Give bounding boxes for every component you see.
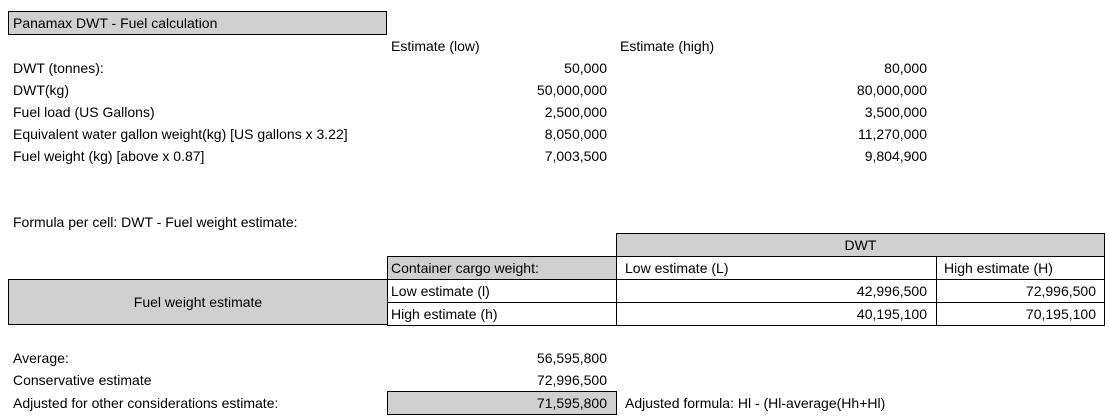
formula-note: Formula per cell: DWT - Fuel weight esti… xyxy=(13,214,298,230)
matrix-value-hh: 70,195,100 xyxy=(1025,306,1096,322)
row-value-dwt-tonnes-high: 80,000 xyxy=(884,60,927,76)
matrix-row-low-label: Low estimate (l) xyxy=(391,283,490,299)
header-estimate-low: Estimate (low) xyxy=(391,38,480,54)
matrix-row-group-label: Fuel weight estimate xyxy=(133,294,263,310)
row-value-fuel-weight-high: 9,804,900 xyxy=(864,148,927,164)
title-box xyxy=(8,11,387,35)
row-label-dwt-kg: DWT(kg) xyxy=(13,82,69,98)
row-value-fuel-load-high: 3,500,000 xyxy=(864,104,927,120)
matrix-dwt-header-cell xyxy=(616,233,1105,257)
row-label-water-gallon-weight: Equivalent water gallon weight(kg) [US g… xyxy=(13,126,348,142)
row-value-dwt-kg-low: 50,000,000 xyxy=(536,82,607,98)
row-value-dwt-tonnes-low: 50,000 xyxy=(564,60,607,76)
matrix-value-ll: 42,996,500 xyxy=(856,283,927,299)
conservative-label: Conservative estimate xyxy=(13,372,152,388)
adjusted-value: 71,595,800 xyxy=(536,395,607,411)
row-value-water-gallon-weight-low: 8,050,000 xyxy=(544,126,607,142)
matrix-dwt-header: DWT xyxy=(844,237,877,253)
row-value-water-gallon-weight-high: 11,270,000 xyxy=(857,126,927,142)
average-value: 56,595,800 xyxy=(536,350,607,366)
conservative-value: 72,996,500 xyxy=(536,372,607,388)
matrix-corner-label: Container cargo weight: xyxy=(391,260,539,276)
matrix-cell-hh xyxy=(936,302,1105,326)
sheet-title: Panamax DWT - Fuel calculation xyxy=(13,15,218,31)
row-label-fuel-weight: Fuel weight (kg) [above x 0.87] xyxy=(13,148,205,164)
matrix-row-group-cell xyxy=(8,279,388,325)
matrix-value-lh: 72,996,500 xyxy=(1025,283,1096,299)
adjusted-formula: Adjusted formula: Hl - (Hl-average(Hh+Hl… xyxy=(625,395,886,411)
adjusted-label: Adjusted for other considerations estima… xyxy=(13,395,279,411)
average-label: Average: xyxy=(13,350,69,366)
row-value-fuel-weight-low: 7,003,500 xyxy=(544,148,607,164)
row-value-fuel-load-low: 2,500,000 xyxy=(544,104,607,120)
row-label-fuel-load: Fuel load (US Gallons) xyxy=(13,104,155,120)
matrix-col-low-label: Low estimate (L) xyxy=(625,260,729,276)
header-estimate-high: Estimate (high) xyxy=(620,38,715,54)
matrix-col-high-label: High estimate (H) xyxy=(944,260,1053,276)
matrix-row-high-label: High estimate (h) xyxy=(391,306,498,322)
row-value-dwt-kg-high: 80,000,000 xyxy=(856,82,927,98)
row-label-dwt-tonnes: DWT (tonnes): xyxy=(13,60,104,76)
adjusted-value-cell xyxy=(387,391,617,415)
matrix-value-hl: 40,195,100 xyxy=(856,306,927,322)
